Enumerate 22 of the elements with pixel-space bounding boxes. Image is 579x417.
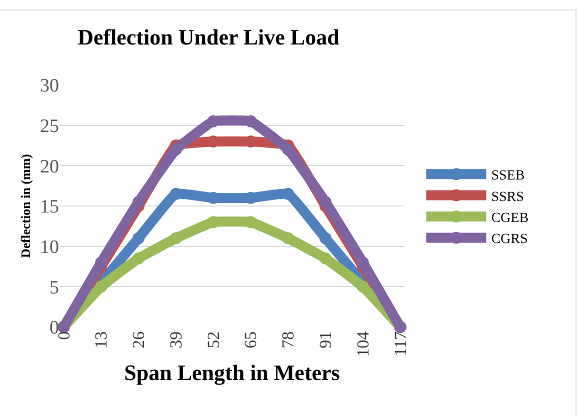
x-tick-label: 117 bbox=[390, 330, 410, 356]
x-axis-title: Span Length in Meters bbox=[124, 360, 340, 385]
x-tick-label: 26 bbox=[129, 331, 148, 348]
x-tick-label: 91 bbox=[316, 331, 336, 348]
chart-title: Deflection Under Live Load bbox=[78, 24, 340, 50]
x-tick-label: 104 bbox=[353, 330, 372, 357]
x-tick-label: 65 bbox=[241, 331, 260, 348]
legend-label: SSEB bbox=[491, 168, 525, 184]
legend-label: CGRS bbox=[491, 232, 528, 248]
x-tick-label: 78 bbox=[278, 331, 298, 348]
y-tick-label: 25 bbox=[40, 116, 59, 137]
legend-label: CGEB bbox=[491, 210, 529, 226]
x-tick-label: 13 bbox=[92, 331, 111, 348]
y-tick-label: 10 bbox=[40, 236, 59, 258]
y-tick-label: 20 bbox=[40, 156, 59, 178]
y-tick-label: 30 bbox=[40, 76, 59, 97]
x-tick-label: 52 bbox=[204, 331, 223, 348]
y-axis-title: Deflection in (mm) bbox=[18, 154, 33, 258]
y-tick-label: 5 bbox=[50, 277, 59, 298]
x-tick-label: 39 bbox=[166, 331, 186, 348]
y-tick-label: 15 bbox=[40, 196, 59, 218]
legend-label: SSRS bbox=[491, 190, 524, 205]
